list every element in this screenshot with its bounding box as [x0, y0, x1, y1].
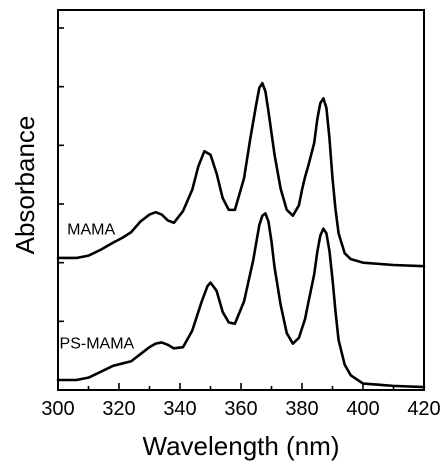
x-tick-label: 340	[163, 398, 196, 420]
x-tick-label: 300	[41, 398, 74, 420]
x-tick-label: 360	[224, 398, 257, 420]
annotation-layer: MAMA PS-MAMA	[60, 222, 135, 353]
series-line-ps-mama	[56, 212, 426, 389]
series-label-ps-mama: PS-MAMA	[60, 335, 135, 352]
x-tick-label: 380	[285, 398, 318, 420]
x-axis-tick-labels: 300 320 340 360 380 400 420	[41, 398, 440, 420]
series-label-mama: MAMA	[67, 222, 115, 239]
x-tick-label: 420	[407, 398, 440, 420]
x-axis-label: Wavelength (nm)	[143, 431, 340, 461]
series-line-mama	[56, 81, 426, 268]
x-tick-label: 320	[102, 398, 135, 420]
x-tick-label: 400	[346, 398, 379, 420]
series-layer	[56, 81, 426, 389]
y-axis-label: Absorbance	[10, 116, 40, 255]
plot-frame	[57, 9, 425, 391]
